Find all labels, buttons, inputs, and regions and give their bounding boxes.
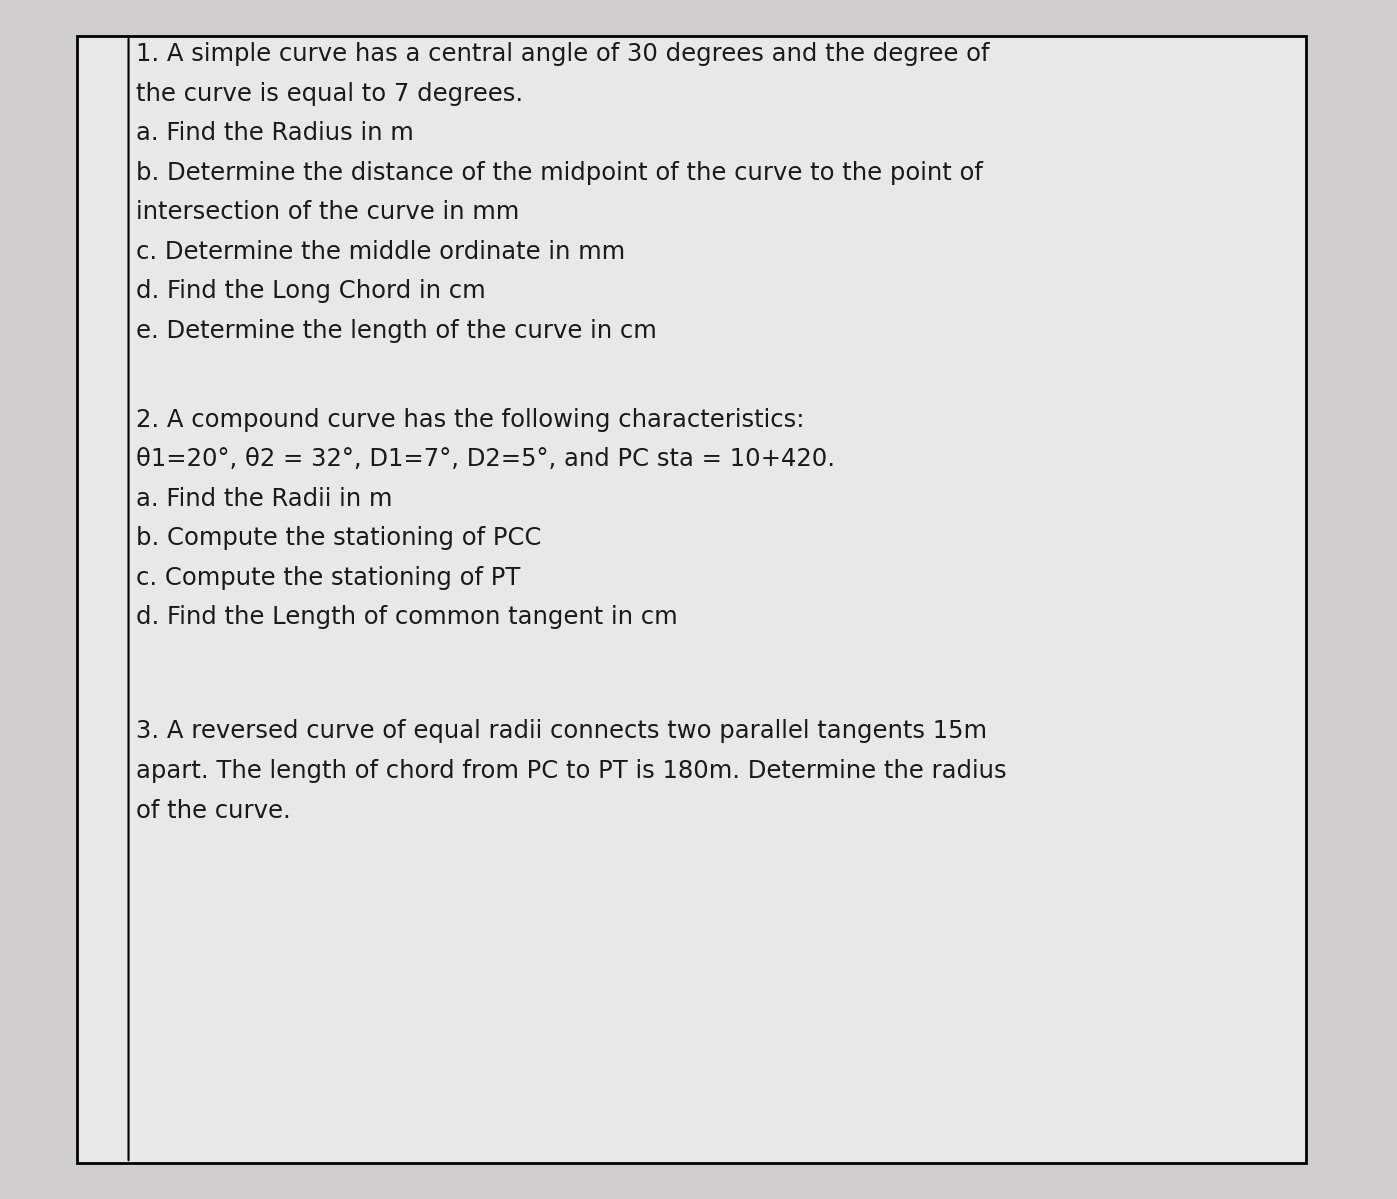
- Text: d. Find the Length of common tangent in cm: d. Find the Length of common tangent in …: [136, 605, 678, 629]
- Text: b. Determine the distance of the midpoint of the curve to the point of: b. Determine the distance of the midpoin…: [136, 161, 982, 185]
- Text: 1. A simple curve has a central angle of 30 degrees and the degree of: 1. A simple curve has a central angle of…: [136, 42, 989, 66]
- Text: c. Determine the middle ordinate in mm: c. Determine the middle ordinate in mm: [136, 240, 624, 264]
- Text: b. Compute the stationing of PCC: b. Compute the stationing of PCC: [136, 526, 541, 550]
- Text: 2. A compound curve has the following characteristics:: 2. A compound curve has the following ch…: [136, 408, 805, 432]
- Bar: [77, 36, 1306, 1163]
- Text: a. Find the Radius in m: a. Find the Radius in m: [136, 121, 414, 145]
- Text: e. Determine the length of the curve in cm: e. Determine the length of the curve in …: [136, 319, 657, 343]
- Text: a. Find the Radii in m: a. Find the Radii in m: [136, 487, 393, 511]
- Text: c. Compute the stationing of PT: c. Compute the stationing of PT: [136, 566, 520, 590]
- Text: of the curve.: of the curve.: [136, 799, 291, 823]
- Text: intersection of the curve in mm: intersection of the curve in mm: [136, 200, 518, 224]
- Text: θ1=20°, θ2 = 32°, D1=7°, D2=5°, and PC sta = 10+420.: θ1=20°, θ2 = 32°, D1=7°, D2=5°, and PC s…: [136, 447, 834, 471]
- Text: d. Find the Long Chord in cm: d. Find the Long Chord in cm: [136, 279, 485, 303]
- Text: the curve is equal to 7 degrees.: the curve is equal to 7 degrees.: [136, 82, 522, 106]
- Text: 3. A reversed curve of equal radii connects two parallel tangents 15m: 3. A reversed curve of equal radii conne…: [136, 719, 986, 743]
- Text: apart. The length of chord from PC to PT is 180m. Determine the radius: apart. The length of chord from PC to PT…: [136, 759, 1006, 783]
